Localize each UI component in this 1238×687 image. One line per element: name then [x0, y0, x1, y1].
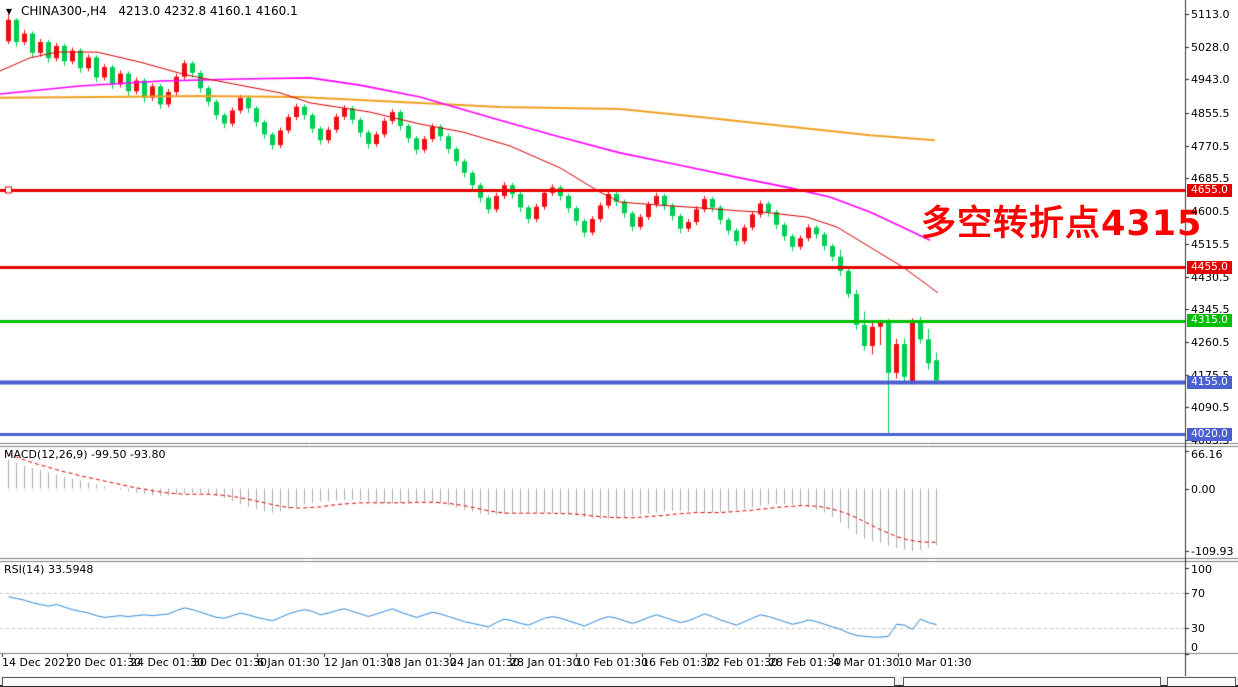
symbol-dropdown-icon[interactable]: ▼ [6, 7, 13, 16]
price-tick: 4685.5 [1191, 172, 1230, 186]
rsi-panel[interactable] [0, 562, 1185, 653]
time-tick-label: 14 Dec 2021 [2, 656, 73, 669]
price-level-badge: 4155.0 [1187, 375, 1232, 389]
time-tick-label: 24 Dec 01:30 [130, 656, 204, 669]
time-tick-label: 22 Feb 01:30 [706, 656, 779, 669]
time-tick-label: 20 Dec 01:30 [67, 656, 141, 669]
rsi-label: RSI(14) 33.5948 [4, 563, 94, 576]
macd-label: MACD(12,26,9) -99.50 -93.80 [4, 448, 166, 461]
price-level-badge: 4455.0 [1187, 260, 1232, 274]
time-tick-label: 10 Feb 01:30 [576, 656, 649, 669]
time-tick-label: 30 Dec 01:30 [193, 656, 267, 669]
rsi-tick: 70 [1191, 587, 1205, 601]
price-tick: 4090.5 [1191, 401, 1230, 415]
time-tick-label: 28 Feb 01:30 [769, 656, 842, 669]
price-tick: 4600.5 [1191, 205, 1230, 219]
rsi-tick: 0 [1191, 641, 1198, 654]
macd-tick: -109.93 [1191, 545, 1234, 559]
time-tick-label: 28 Jan 01:30 [510, 656, 580, 669]
time-tick-label: 6 Jan 01:30 [257, 656, 320, 669]
window-edge-segment[interactable] [903, 677, 1161, 686]
price-tick: 5113.0 [1191, 8, 1230, 21]
rsi-tick: 100 [1191, 563, 1212, 576]
symbol-period-label: CHINA300-,H4 [20, 4, 107, 18]
macd-tick: 0.00 [1191, 482, 1216, 496]
price-tick: 4515.5 [1191, 237, 1230, 251]
price-level-badge: 4020.0 [1187, 427, 1232, 441]
price-tick: 4430.5 [1191, 270, 1230, 284]
time-tick-label: 24 Jan 01:30 [450, 656, 520, 669]
price-tick: 4855.5 [1191, 107, 1230, 121]
price-tick: 4770.5 [1191, 139, 1230, 153]
time-tick-label: 12 Jan 01:30 [324, 656, 394, 669]
window-edge-segment[interactable] [1167, 677, 1236, 686]
trend-annotation-text[interactable]: 多空转折点4315 [921, 204, 1203, 244]
price-level-badge: 4655.0 [1187, 183, 1232, 197]
window-edge-segment[interactable] [2, 677, 895, 686]
chart-header: ▼ CHINA300-,H4 4213.0 4232.8 4160.1 4160… [6, 4, 298, 18]
time-tick-label: 4 Mar 01:30 [833, 656, 900, 669]
ohlc-readout: 4213.0 4232.8 4160.1 4160.1 [118, 4, 298, 18]
price-tick: 4943.0 [1191, 73, 1230, 87]
time-tick-label: 10 Mar 01:30 [898, 656, 972, 669]
price-level-badge: 4315.0 [1187, 314, 1232, 328]
price-tick: 5028.0 [1191, 40, 1230, 54]
price-tick: 4345.5 [1191, 303, 1230, 317]
macd-panel[interactable] [0, 447, 1185, 558]
rsi-tick: 30 [1191, 621, 1205, 635]
macd-tick: 66.16 [1191, 448, 1223, 461]
bottom-window-strip [0, 676, 1238, 687]
time-tick-label: 16 Feb 01:30 [642, 656, 715, 669]
price-tick: 4260.5 [1191, 335, 1230, 349]
time-tick-label: 18 Jan 01:30 [387, 656, 457, 669]
